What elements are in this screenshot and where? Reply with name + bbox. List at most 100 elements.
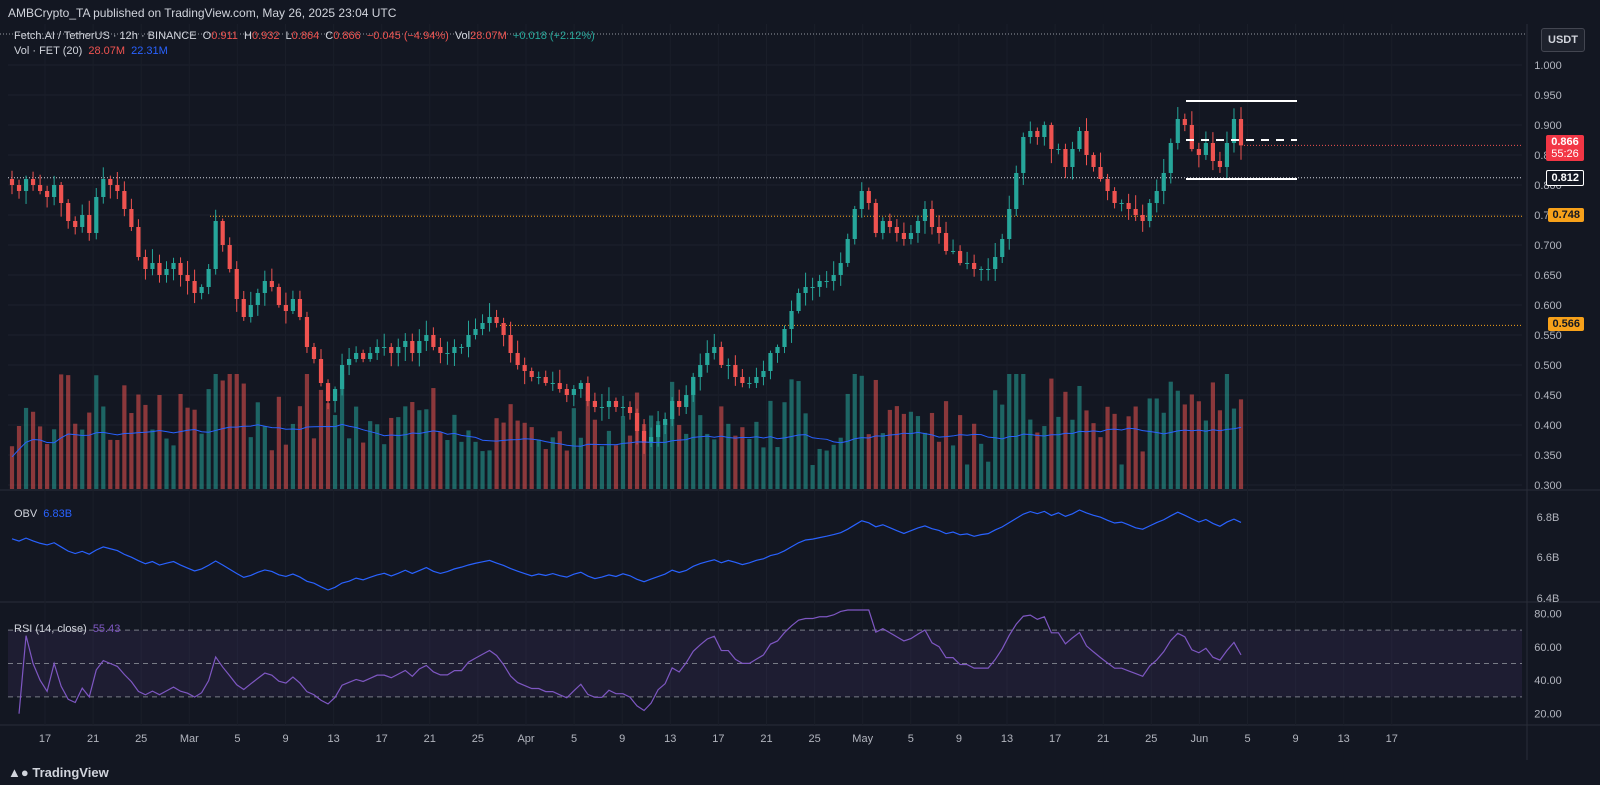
time-tick-label: 13 xyxy=(327,733,339,745)
footer: ▲● TradingView xyxy=(0,760,1600,785)
symbol-legend[interactable]: Fetch.AI / TetherUS · 12h · BINANCE O0.9… xyxy=(14,30,598,42)
candle-body xyxy=(410,341,415,353)
volume-bar xyxy=(94,375,99,489)
volume-bar xyxy=(1119,464,1124,489)
candle-body xyxy=(199,287,204,293)
candle-body xyxy=(606,401,612,407)
obv-legend[interactable]: OBV 6.83B xyxy=(14,508,75,520)
volume-bar xyxy=(803,413,808,489)
currency-button[interactable]: USDT xyxy=(1541,28,1585,52)
candle-body xyxy=(768,353,773,371)
candle-body xyxy=(354,353,359,359)
rsi-value: 55.43 xyxy=(92,623,121,635)
candle-body xyxy=(1203,143,1208,155)
volume-bar xyxy=(698,415,703,489)
obv-title: OBV xyxy=(14,508,38,520)
chart-area[interactable]: 1.0000.9500.9000.8500.8000.7500.7000.650… xyxy=(0,24,1600,760)
candle-body xyxy=(1014,173,1019,209)
time-tick-label: Apr xyxy=(517,733,534,745)
volume-study-legend[interactable]: Vol · FET (20) 28.07M 22.31M xyxy=(14,45,171,57)
candle-body xyxy=(16,185,22,191)
volume-bar xyxy=(143,404,148,489)
volume-bar xyxy=(431,388,436,489)
volume-bar xyxy=(782,402,787,489)
volume-bar xyxy=(817,448,822,489)
volume-bar xyxy=(915,416,921,489)
price-tick-label: 0.500 xyxy=(1534,360,1562,372)
candle-body xyxy=(1119,203,1124,204)
candle-body xyxy=(915,221,921,233)
volume-bar xyxy=(1189,394,1194,489)
volume-bar xyxy=(1182,404,1187,489)
rsi-tick-label: 80.00 xyxy=(1534,608,1562,620)
tradingview-logo[interactable]: ▲● TradingView xyxy=(8,765,109,780)
volume-bar xyxy=(466,430,471,489)
candle-body xyxy=(1217,161,1223,167)
obv-tick-label: 6.4B xyxy=(1537,593,1560,605)
volume-bar xyxy=(1042,426,1047,489)
volume-bar xyxy=(726,423,731,489)
candle-body xyxy=(304,317,310,347)
volume-bar xyxy=(424,409,429,489)
candle-body xyxy=(361,353,366,359)
vol-value: 28.07M xyxy=(470,30,507,42)
price-tick-label: 0.700 xyxy=(1534,240,1562,252)
close-label: C xyxy=(325,30,334,42)
volume-bar xyxy=(150,429,155,489)
candle-body xyxy=(929,209,935,227)
level-price-label-1: 0.748 xyxy=(1548,208,1584,223)
volume-bar xyxy=(719,406,724,489)
volume-bar xyxy=(894,406,899,489)
volume-bar xyxy=(213,374,218,489)
candle-body xyxy=(845,239,850,263)
candle-body xyxy=(1182,119,1187,125)
candle-body xyxy=(719,347,724,365)
candle-body xyxy=(213,221,218,269)
volume-bar xyxy=(1077,385,1082,489)
volume-bar xyxy=(634,392,640,489)
time-tick-label: 21 xyxy=(760,733,772,745)
candle-body xyxy=(803,287,808,293)
candle-body xyxy=(1238,119,1244,146)
time-tick-label: 5 xyxy=(908,733,914,745)
price-tick-label: 0.550 xyxy=(1534,330,1562,342)
volume-bar xyxy=(480,451,485,489)
candle-body xyxy=(311,347,317,359)
volume-bar xyxy=(122,385,127,489)
rsi-legend[interactable]: RSI (14, close) 55.43 xyxy=(14,623,123,635)
candle-body xyxy=(1021,137,1026,173)
price-tick-label: 0.650 xyxy=(1534,270,1562,282)
volume-bar xyxy=(45,444,50,489)
candle-body xyxy=(136,227,141,257)
candle-body xyxy=(129,209,134,227)
candle-body xyxy=(557,383,562,389)
candle-body xyxy=(1168,143,1173,173)
volume-bar xyxy=(1014,374,1019,489)
candle-body xyxy=(80,215,85,227)
candle-body xyxy=(543,377,548,383)
volume-bar xyxy=(1238,399,1244,489)
volume-bar xyxy=(389,417,394,489)
volume-bar xyxy=(536,439,541,489)
time-tick-label: 21 xyxy=(87,733,99,745)
candle-body xyxy=(993,257,998,269)
volume-bar xyxy=(768,400,773,489)
volume-bar xyxy=(908,411,914,489)
last-price-value: 0.866 xyxy=(1551,136,1579,149)
candle-body xyxy=(255,293,260,305)
volume-bar xyxy=(136,394,141,489)
volume-bar xyxy=(52,429,57,489)
candle-body xyxy=(37,185,43,191)
price-tick-label: 0.350 xyxy=(1534,450,1562,462)
volume-bar xyxy=(332,415,338,489)
high-value: 0.932 xyxy=(251,30,280,42)
candle-body xyxy=(1161,173,1166,191)
volume-bar xyxy=(185,407,190,489)
time-tick-label: May xyxy=(852,733,873,745)
candle-body xyxy=(1035,131,1040,137)
volume-bar xyxy=(979,443,984,489)
candle-body xyxy=(66,203,71,221)
volume-bar xyxy=(1112,413,1117,489)
candle-body xyxy=(831,275,836,281)
volume-bar xyxy=(733,435,738,489)
